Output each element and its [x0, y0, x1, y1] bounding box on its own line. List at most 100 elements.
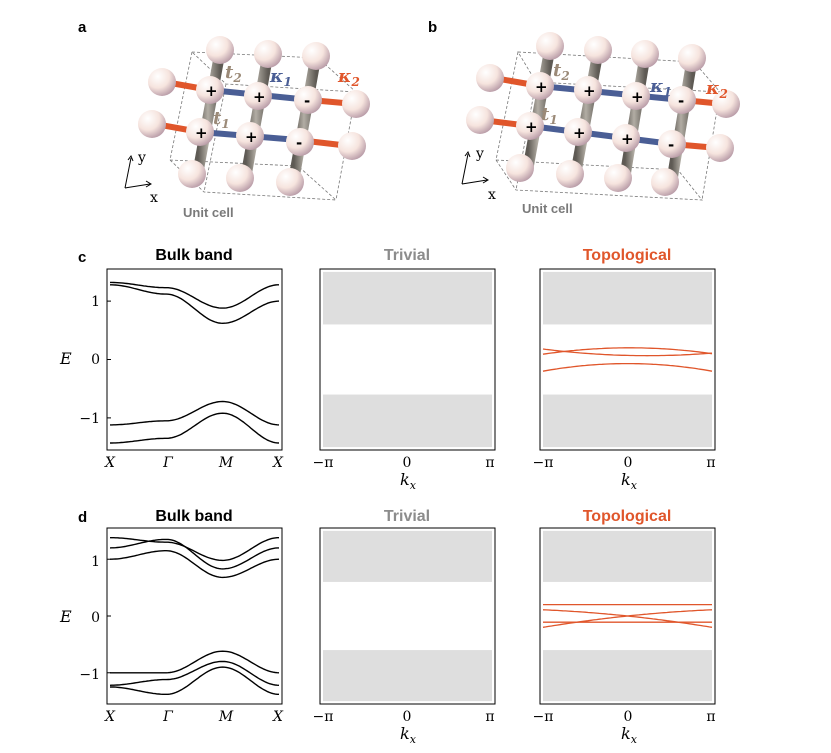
xtick-d-G: Γ — [162, 709, 174, 725]
ytick-d-1: 1 — [91, 554, 100, 570]
xtick-c-M: M — [218, 455, 234, 471]
panel-label-c: c — [78, 249, 86, 266]
edge-state-line-2 — [542, 609, 713, 628]
sign-b-4: - — [678, 92, 684, 110]
xlabel-d-trivial: kx — [400, 724, 417, 746]
edge-state-line-0 — [542, 348, 713, 357]
xtick-d-X2: X — [272, 709, 284, 725]
bulk-band-line-3 — [110, 650, 280, 674]
title-c-trivial: Trivial — [384, 247, 430, 264]
ktick-c-topo-pi: π — [706, 455, 715, 471]
xlabel-c-topological: kx — [621, 470, 638, 492]
label-t1-a: t1 — [213, 108, 230, 131]
bulk-band-line-3 — [110, 412, 280, 444]
xlabel-c-trivial: kx — [400, 470, 417, 492]
ktick-c-topo-0: 0 — [624, 455, 633, 471]
edge-state-line-1 — [542, 347, 713, 355]
axis-y-a: y — [137, 150, 146, 166]
bulk-continuum-band-0 — [323, 530, 492, 582]
sign-a-3: - — [304, 92, 310, 110]
sign-a-6: - — [296, 134, 302, 152]
t-bonds-b — [522, 42, 698, 186]
ktick-d-triv-pi: π — [485, 709, 494, 725]
t-bonds-a — [192, 46, 322, 184]
bulk-band-line-1 — [110, 284, 280, 325]
ylabel-c: E — [59, 349, 72, 368]
unit-cell-label-a: Unit cell — [183, 205, 234, 220]
title-c-bulk: Bulk band — [155, 247, 232, 264]
sign-b-6: + — [573, 124, 586, 142]
chart-d-topological — [539, 527, 716, 705]
ktick-c-triv-mpi: −π — [313, 455, 334, 471]
label-k2-a: κ2 — [337, 66, 360, 89]
bulk-continuum-band-1 — [323, 650, 492, 702]
chart-c-bulk — [106, 268, 283, 451]
sites-b — [466, 32, 740, 196]
title-d-trivial: Trivial — [384, 508, 430, 525]
xtick-c-G: Γ — [162, 455, 174, 471]
label-t1-b: t1 — [541, 104, 558, 127]
bulk-band-line-1 — [109, 538, 279, 570]
coord-axes-a — [124, 154, 152, 189]
ytick-d-m1: −1 — [79, 667, 100, 683]
bulk-band-line-2 — [110, 550, 280, 579]
chart-d-trivial — [319, 527, 496, 705]
title-c-topological: Topological — [583, 247, 672, 264]
ktick-d-triv-mpi: −π — [313, 709, 334, 725]
axis-x-b: x — [488, 187, 496, 203]
panel-label-b: b — [428, 19, 437, 36]
ktick-d-topo-0: 0 — [624, 709, 633, 725]
bulk-band-line-0 — [110, 281, 279, 309]
ylabel-d: E — [59, 607, 72, 626]
label-t2-b: t2 — [553, 60, 570, 83]
bulk-continuum-band-0 — [323, 271, 492, 325]
ktick-d-topo-mpi: −π — [533, 709, 554, 725]
sign-b-7: + — [621, 130, 634, 148]
row-d-plots: 1 0 −1 E X Γ M X −π 0 π kx −π 0 π kx — [59, 527, 716, 746]
bulk-band-line-4 — [109, 660, 280, 686]
axis-y-b: y — [475, 146, 484, 162]
lattice-a: + + - + + - t2 t1 κ1 κ2 y x Unit cell — [124, 36, 370, 220]
sign-b-3: + — [631, 88, 644, 106]
bulk-continuum-band-0 — [543, 530, 712, 582]
sign-a-1: + — [205, 82, 218, 100]
ktick-c-triv-pi: π — [485, 455, 494, 471]
label-t2-a: t2 — [225, 62, 242, 85]
bulk-continuum-band-1 — [543, 394, 712, 448]
coord-axes-b — [461, 150, 489, 185]
title-d-topological: Topological — [583, 508, 672, 525]
bulk-band-line-2 — [110, 400, 280, 426]
ytick-c-m1: −1 — [79, 411, 100, 427]
panel-label-d: d — [78, 509, 87, 526]
bulk-continuum-band-0 — [543, 271, 712, 325]
xtick-c-X2: X — [272, 455, 284, 471]
unit-cell-label-b: Unit cell — [522, 201, 573, 216]
panel-label-a: a — [78, 19, 87, 36]
edge-state-line-1 — [542, 609, 713, 628]
ktick-d-topo-pi: π — [706, 709, 715, 725]
ytick-c-0: 0 — [91, 352, 100, 368]
lattice-b: + + + - + + + - t2 t1 κ1 κ2 y x Unit cel… — [461, 32, 740, 216]
bulk-band-line-5 — [110, 666, 279, 695]
ktick-d-triv-0: 0 — [403, 709, 412, 725]
ktick-c-triv-0: 0 — [403, 455, 412, 471]
label-k1-a: κ1 — [269, 66, 292, 89]
ytick-c-1: 1 — [91, 294, 100, 310]
chart-c-topological — [539, 268, 716, 451]
sign-a-5: + — [245, 128, 258, 146]
label-k2-b: κ2 — [705, 78, 728, 101]
bulk-continuum-band-1 — [543, 650, 712, 702]
bulk-continuum-band-1 — [323, 394, 492, 448]
sign-b-1: + — [535, 78, 548, 96]
ytick-d-0: 0 — [91, 610, 100, 626]
xtick-c-X1: X — [104, 455, 116, 471]
sites-a — [138, 36, 370, 196]
sign-b-5: + — [525, 118, 538, 136]
xtick-d-M: M — [218, 709, 234, 725]
xlabel-d-topological: kx — [621, 724, 638, 746]
title-d-bulk: Bulk band — [155, 508, 232, 525]
sign-b-2: + — [583, 82, 596, 100]
chart-c-trivial — [319, 268, 496, 451]
ktick-c-topo-mpi: −π — [533, 455, 554, 471]
